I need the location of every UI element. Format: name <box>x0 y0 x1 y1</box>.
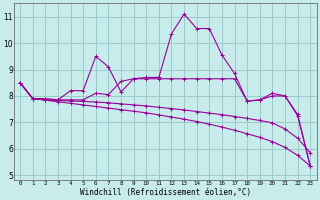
X-axis label: Windchill (Refroidissement éolien,°C): Windchill (Refroidissement éolien,°C) <box>80 188 251 197</box>
